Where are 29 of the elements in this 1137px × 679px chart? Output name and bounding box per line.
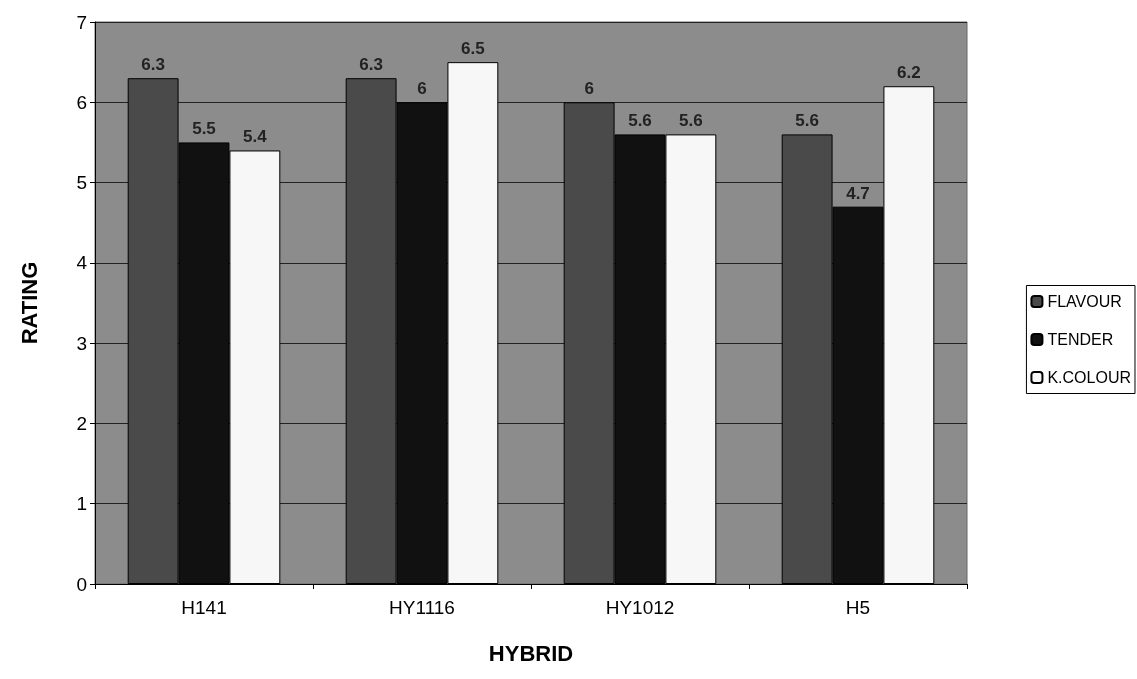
data-label: 6.3	[359, 55, 383, 75]
x-tick-label: H141	[181, 597, 227, 618]
y-axis-title: RATING	[16, 261, 42, 345]
x-tick-label: HY1116	[389, 597, 455, 618]
data-label: 6.2	[897, 63, 921, 83]
data-label: 5.6	[795, 111, 819, 131]
x-axis-title: HYBRID	[488, 640, 574, 666]
data-label: 5.4	[243, 127, 268, 147]
x-tick-label: HY1012	[605, 597, 675, 618]
y-tick-label: 3	[76, 332, 87, 354]
y-tick-label: 6	[76, 91, 87, 113]
y-tick-label: 7	[76, 11, 87, 33]
data-label: 6	[417, 79, 427, 99]
data-label: 6.3	[141, 55, 165, 75]
data-label: 5.6	[679, 111, 703, 131]
y-tick-label: 2	[76, 412, 87, 434]
y-tick-label: 4	[76, 252, 88, 274]
data-label: 6.5	[461, 39, 485, 59]
y-tick-label: 0	[76, 573, 87, 595]
legend-label: FLAVOUR	[1047, 293, 1122, 310]
y-tick-label: 1	[76, 493, 87, 515]
y-tick-label: 5	[76, 172, 87, 194]
legend-label: K.COLOUR	[1047, 369, 1132, 386]
data-label: 5.5	[192, 119, 216, 139]
data-label: 4.7	[846, 183, 870, 203]
data-label: 5.6	[628, 111, 652, 131]
legend-label: TENDER	[1047, 331, 1114, 348]
x-tick-label: H5	[845, 597, 871, 618]
data-label: 6	[584, 79, 594, 99]
